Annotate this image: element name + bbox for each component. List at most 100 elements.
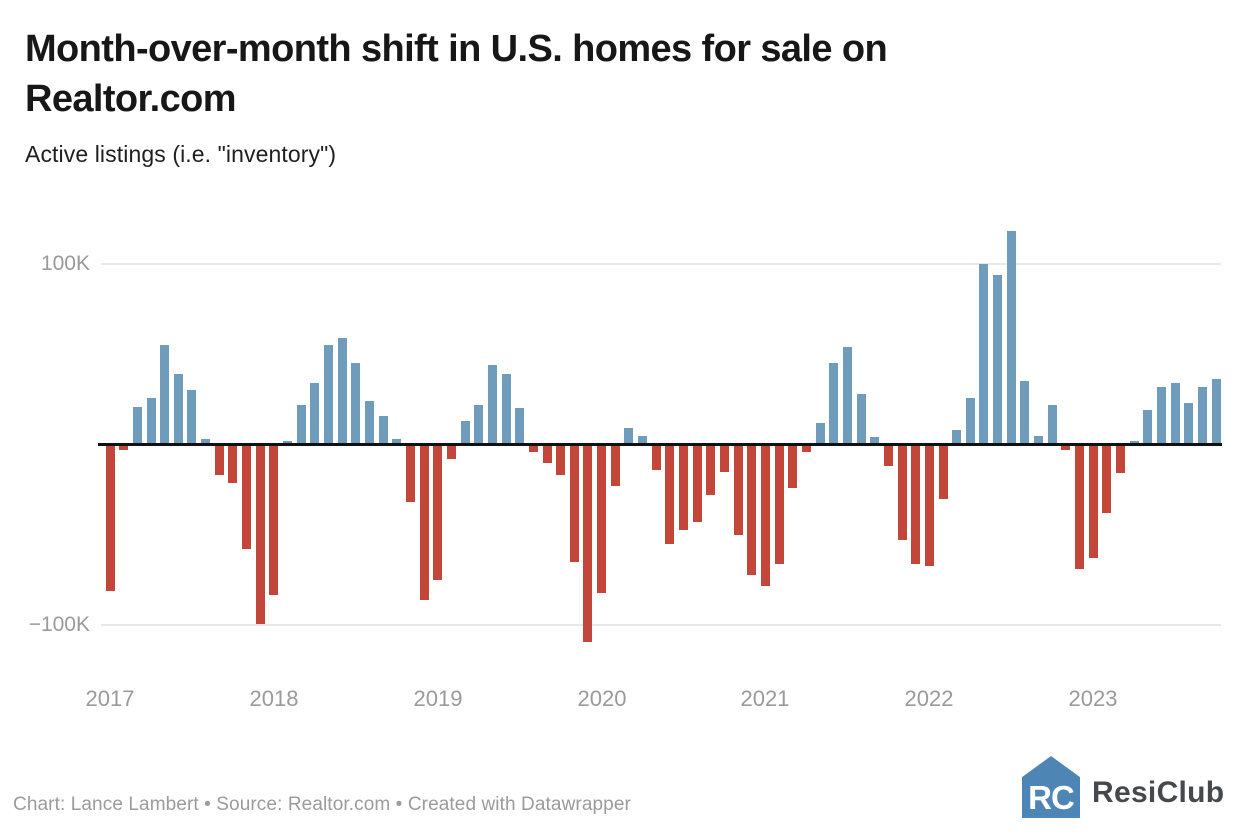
footer-credit: Chart: Lance Lambert • Source: Realtor.c…: [13, 794, 631, 815]
bar-2018-12: [419, 444, 429, 600]
bar-2022-04: [965, 397, 975, 445]
bar-2021-08: [856, 393, 866, 445]
y-tick-label-100k: 100K: [40, 252, 90, 275]
bar-2020-07: [679, 444, 688, 530]
bar-2022-12: [1075, 444, 1084, 570]
bar-2020-05: [651, 444, 661, 470]
bar-2021-01: [760, 444, 770, 586]
bar-2017-05: [160, 345, 170, 445]
gridline-neg-100k: [101, 624, 1221, 626]
bar-2023-03: [1116, 444, 1125, 474]
bar-2021-10: [883, 444, 893, 467]
bar-2018-05: [324, 345, 333, 445]
bar-2017-08: [201, 439, 211, 445]
bar-2019-04: [474, 404, 484, 445]
bar-2022-11: [1061, 444, 1071, 450]
bar-2023-02: [1102, 444, 1112, 514]
bar-2019-12: [583, 444, 593, 642]
resiclub-monogram: RC: [1028, 779, 1075, 816]
x-tick-label-2018: 2018: [249, 686, 299, 711]
bar-2023-06: [1156, 386, 1166, 445]
bar-2018-03: [296, 404, 306, 445]
bar-2021-11: [897, 444, 907, 541]
bar-2019-07: [515, 408, 525, 445]
bar-2023-09: [1197, 386, 1207, 445]
bar-2019-10: [556, 444, 566, 476]
bar-2017-01: [105, 444, 115, 591]
bar-2020-03: [624, 428, 634, 445]
bar-2021-05: [815, 422, 825, 445]
bar-2018-04: [310, 383, 320, 445]
bar-2021-03: [788, 444, 798, 488]
x-tick-label-2019: 2019: [413, 686, 463, 711]
bar-2017-07: [187, 390, 197, 445]
bar-2021-09: [870, 437, 880, 445]
bar-2018-01: [269, 444, 279, 595]
bar-2021-04: [801, 444, 811, 452]
bar-2022-06: [993, 274, 1003, 445]
bar-2022-02: [938, 444, 948, 499]
bar-2021-12: [911, 444, 921, 564]
bar-2020-09: [706, 444, 716, 496]
bar-2017-04: [146, 397, 156, 445]
chart-title: Month-over-month shift in U.S. homes for…: [25, 24, 1105, 124]
bar-2019-01: [433, 444, 443, 581]
bar-2019-08: [528, 444, 538, 452]
bar-2022-09: [1034, 435, 1043, 445]
bar-2021-06: [829, 363, 839, 445]
bar-2017-09: [214, 444, 224, 476]
bar-2019-05: [487, 364, 497, 445]
resiclub-logo[interactable]: RC ResiClub: [1022, 754, 1225, 822]
bar-2023-08: [1184, 402, 1194, 445]
bar-2021-02: [774, 444, 784, 564]
bar-2019-06: [501, 374, 511, 445]
bar-2023-07: [1170, 383, 1180, 445]
resiclub-house-icon: RC: [1022, 756, 1080, 818]
bar-2021-07: [842, 346, 852, 445]
bar-2022-07: [1006, 231, 1016, 445]
resiclub-logo-text: ResiClub: [1092, 776, 1225, 809]
bar-2017-02: [119, 444, 129, 450]
bar-2019-02: [446, 444, 456, 459]
bar-2019-09: [542, 444, 552, 463]
bar-2020-10: [720, 444, 729, 472]
bar-2019-03: [460, 421, 470, 445]
bar-2018-02: [283, 440, 292, 445]
bar-2023-04: [1129, 440, 1139, 445]
x-tick-label-2020: 2020: [577, 686, 627, 711]
bar-2022-05: [979, 263, 989, 445]
bar-2017-03: [132, 406, 142, 445]
bar-2020-11: [733, 444, 743, 535]
bar-2018-08: [364, 401, 374, 445]
x-axis-line: [98, 443, 1222, 446]
x-tick-label-2017: 2017: [85, 686, 135, 711]
bar-2018-07: [351, 363, 361, 445]
bar-2020-06: [665, 444, 675, 544]
bar-2022-08: [1020, 381, 1030, 445]
bar-2018-11: [405, 444, 415, 503]
bar-2018-10: [392, 439, 402, 445]
bar-2017-12: [255, 444, 265, 624]
bar-2023-05: [1143, 410, 1153, 445]
bar-2020-04: [638, 435, 647, 445]
bar-2022-03: [952, 430, 962, 445]
bar-2023-10: [1211, 379, 1221, 445]
x-tick-label-2022: 2022: [904, 686, 954, 711]
bar-2018-06: [337, 337, 347, 445]
bar-2022-01: [924, 444, 934, 566]
x-tick-label-2021: 2021: [740, 686, 790, 711]
bar-2020-12: [747, 444, 757, 575]
bar-2018-09: [378, 415, 388, 445]
chart-subtitle: Active listings (i.e. "inventory"): [25, 141, 337, 167]
bar-2020-08: [692, 444, 702, 523]
bar-2023-01: [1088, 444, 1098, 559]
bar-2022-10: [1047, 404, 1057, 445]
chart-title-line1: Month-over-month shift in U.S. homes for…: [25, 28, 888, 70]
x-tick-label-2023: 2023: [1068, 686, 1118, 711]
chart-title-line2: Realtor.com: [25, 78, 237, 120]
bar-2017-10: [228, 444, 238, 483]
bar-2017-11: [242, 444, 251, 550]
y-tick-label-neg-100k: −100K: [28, 613, 90, 636]
bar-2017-06: [173, 374, 183, 445]
